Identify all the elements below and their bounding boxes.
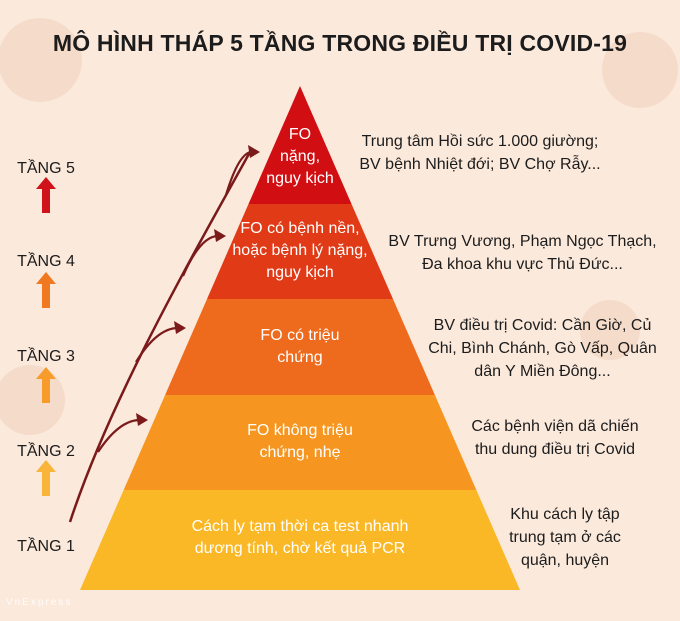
page-title: MÔ HÌNH THÁP 5 TẦNG TRONG ĐIỀU TRỊ COVID… xyxy=(52,30,628,56)
referral-branch xyxy=(97,418,141,453)
pyramid-level-5-text: FO nặng, nguy kịch xyxy=(266,126,334,187)
tier-label-1: TẦNG 1 xyxy=(17,538,75,555)
watermark: VnExpress xyxy=(6,597,73,608)
tier-up-arrow-icon xyxy=(36,460,56,496)
referral-arrowhead-icon xyxy=(214,229,226,242)
referral-arrowhead-icon xyxy=(174,321,186,334)
pyramid-level-3 xyxy=(165,299,435,395)
pyramid-level-4 xyxy=(207,204,393,299)
tier-up-arrow-icon xyxy=(36,272,56,308)
facility-level-1: Khu cách ly tập trung tạm ở các quận, huyệ… xyxy=(509,506,621,569)
referral-connector-line xyxy=(68,151,252,523)
referral-branch xyxy=(135,326,179,363)
pyramid-level-4-text: FO có bệnh nền, hoặc bệnh lý nặng, nguy kị… xyxy=(232,220,368,281)
facility-level-3: BV điều trị Covid: Cần Giờ, Củ Chi, Bình … xyxy=(428,317,657,380)
pyramid-level-2-text: FO không triệu chứng, nhẹ xyxy=(247,422,353,461)
virus-background-icon xyxy=(0,18,678,435)
pyramid-level-3-text: FO có triệu chứng xyxy=(260,327,340,366)
pyramid-level-2 xyxy=(123,395,477,490)
tier-up-arrow-icon xyxy=(36,367,56,403)
facility-level-4: BV Trưng Vương, Phạm Ngọc Thạch, Đa khoa … xyxy=(388,233,657,273)
tier-up-arrow-icon xyxy=(36,177,56,213)
tier-label-4: TẦNG 4 xyxy=(17,253,75,270)
referral-arrowhead-icon xyxy=(136,413,148,426)
pyramid-level-5 xyxy=(248,86,352,204)
facility-level-2: Các bệnh viện dã chiến thu dung điều trị … xyxy=(471,418,639,458)
referral-branch xyxy=(181,234,219,277)
pyramid-level-1-text: Cách ly tạm thời ca test nhanh dương tính… xyxy=(191,518,409,557)
tier-label-2: TẦNG 2 xyxy=(17,443,75,460)
referral-arrowhead-icon xyxy=(248,145,260,158)
tier-label-5: TẦNG 5 xyxy=(17,160,75,177)
tier-label-3: TẦNG 3 xyxy=(17,348,75,365)
pyramid-level-1 xyxy=(80,490,520,590)
facility-level-5: Trung tâm Hồi sức 1.000 giường; BV bệnh N… xyxy=(359,133,601,173)
